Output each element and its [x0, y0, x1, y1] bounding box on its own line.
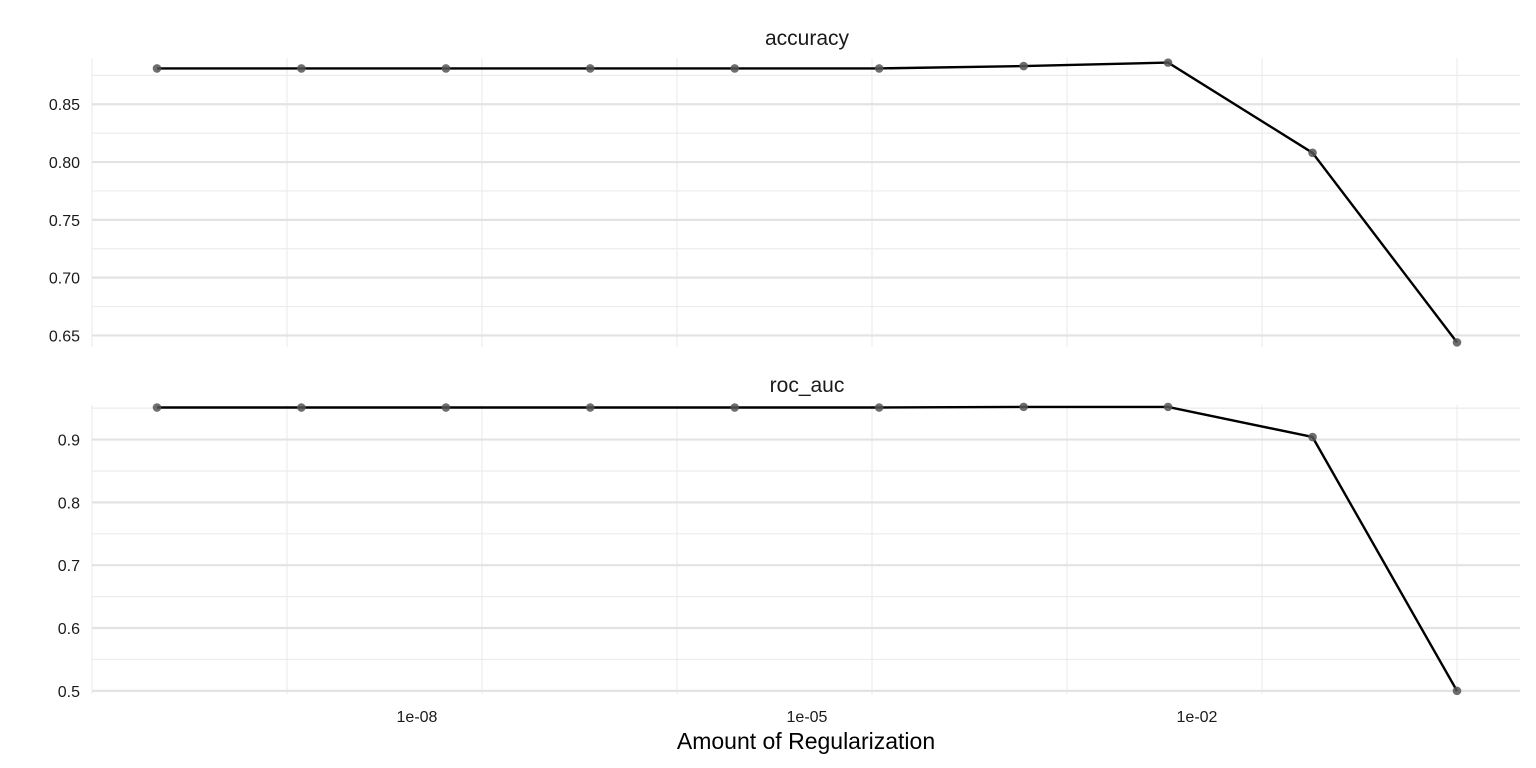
- data-point: [1019, 61, 1028, 71]
- series-line-roc_auc: [157, 405, 1459, 692]
- data-point: [152, 64, 162, 73]
- panel-roc_auc: 0.5 0.6 0.7 0.8 0.9 roc_auc: [58, 374, 1520, 701]
- data-point: [585, 64, 595, 73]
- data-point: [1452, 686, 1462, 696]
- y-tick-label: 0.75: [49, 213, 80, 230]
- panel-title: roc_auc: [770, 374, 845, 397]
- y-axis: 0.5 0.6 0.7 0.8 0.9: [58, 433, 80, 701]
- facet-panels: 0.65 0.70 0.75 0.80 0.85 accuracy 0.5 0.6 0.7 0.8…: [49, 27, 1520, 701]
- y-axis: 0.65 0.70 0.75 0.80 0.85: [49, 97, 80, 345]
- data-point: [297, 403, 306, 412]
- data-point: [1163, 58, 1173, 67]
- x-axis: 1e-08 1e-05 1e-02: [397, 709, 1218, 726]
- x-tick-label: 1e-05: [787, 709, 828, 726]
- data-point: [441, 403, 451, 412]
- vertical-gridlines: [91, 405, 1458, 694]
- data-point: [1163, 402, 1173, 412]
- horizontal-gridlines: [92, 407, 1520, 692]
- y-tick-label: 0.85: [49, 97, 80, 114]
- y-tick-label: 0.9: [58, 433, 80, 450]
- y-tick-label: 0.6: [58, 621, 80, 638]
- data-point: [1308, 432, 1317, 442]
- x-axis-title: Amount of Regularization: [677, 728, 935, 754]
- data-points: [152, 58, 1462, 347]
- y-tick-label: 0.8: [58, 495, 80, 512]
- data-point: [441, 64, 451, 73]
- y-tick-label: 0.7: [58, 558, 80, 575]
- x-tick-label: 1e-08: [397, 709, 438, 726]
- data-point: [1452, 338, 1462, 347]
- data-point: [730, 64, 740, 73]
- y-tick-label: 0.5: [58, 684, 80, 701]
- data-point: [1308, 148, 1317, 158]
- y-tick-label: 0.65: [49, 328, 80, 345]
- y-tick-label: 0.70: [49, 271, 80, 288]
- data-point: [874, 403, 884, 412]
- panel-accuracy: 0.65 0.70 0.75 0.80 0.85 accuracy: [49, 27, 1520, 347]
- data-point: [730, 403, 740, 412]
- x-tick-label: 1e-02: [1177, 709, 1218, 726]
- horizontal-gridlines: [92, 74, 1520, 337]
- y-tick-label: 0.80: [49, 155, 80, 172]
- data-point: [152, 403, 162, 412]
- vertical-gridlines: [91, 58, 1458, 347]
- series-line-accuracy: [157, 61, 1458, 344]
- data-point: [585, 403, 595, 412]
- data-point: [1019, 402, 1028, 412]
- data-points: [152, 402, 1462, 696]
- panel-title: accuracy: [765, 27, 850, 50]
- data-point: [874, 64, 884, 73]
- data-point: [297, 64, 306, 73]
